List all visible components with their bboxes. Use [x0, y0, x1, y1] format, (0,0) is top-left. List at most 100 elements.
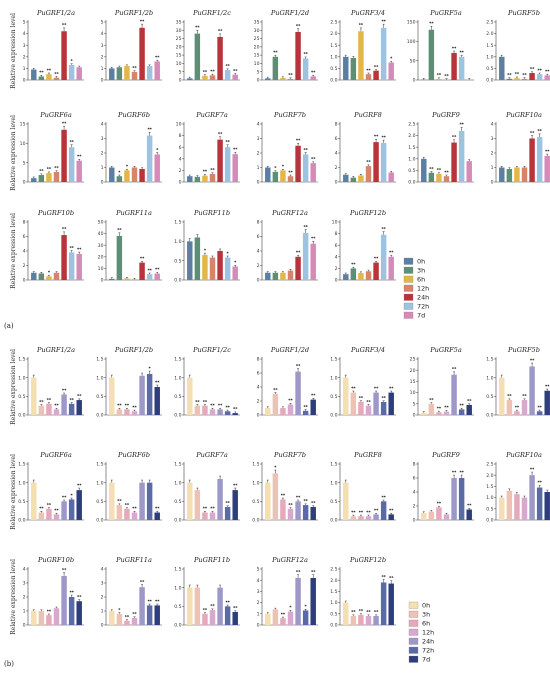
bar-3h — [194, 176, 201, 182]
bar-24h — [529, 475, 535, 520]
significance-mark: ** — [351, 262, 356, 267]
bar-24h — [139, 168, 145, 182]
bar-12h — [443, 514, 450, 520]
bar-24h — [295, 371, 301, 415]
y-tick-label: 1.0 — [18, 480, 25, 486]
y-tick-label: 4 — [257, 249, 260, 255]
y-tick-label: 20 — [254, 44, 260, 50]
bar-3h — [350, 57, 357, 80]
y-tick-label: 0 — [101, 78, 104, 84]
significance-mark: ** — [147, 268, 152, 273]
significance-mark: ** — [62, 121, 67, 126]
significance-mark: ** — [303, 499, 308, 504]
significance-mark: * — [274, 165, 277, 170]
y-tick-label: 30 — [98, 243, 104, 249]
significance-mark: ** — [132, 612, 137, 617]
significance-mark: ** — [444, 73, 449, 78]
legend-label-3h: 3h — [417, 267, 425, 275]
bar-12h — [521, 78, 528, 80]
bar-6h — [124, 170, 130, 182]
bar-24h — [139, 27, 145, 80]
bar-24h — [529, 73, 535, 80]
bar-7d — [388, 172, 394, 182]
bar-3h — [194, 237, 201, 280]
bar-6h — [514, 167, 520, 182]
bar-12h — [287, 270, 294, 280]
significance-mark: * — [390, 56, 393, 61]
y-tick-label: 2.5 — [486, 20, 493, 26]
chart-pugrf10a-p2: PuGRF10a 0.0 0.5 1.0 1.5 2.0 2.5 ** ** — [486, 451, 550, 524]
bar-7d — [232, 490, 238, 520]
bar-72h — [458, 409, 465, 415]
significance-mark: ** — [389, 508, 394, 513]
significance-mark: ** — [39, 506, 44, 511]
significance-mark: ** — [459, 470, 464, 475]
bar-6h — [280, 170, 286, 182]
significance-mark: ** — [225, 501, 230, 506]
legend-label-6h: 6h — [417, 276, 425, 284]
significance-mark: ** — [381, 135, 386, 140]
significance-mark: ** — [273, 50, 278, 55]
y-tick-label: 0.5 — [96, 394, 103, 400]
significance-mark: ** — [233, 68, 238, 73]
significance-mark: ** — [374, 256, 379, 261]
bar-72h — [380, 234, 387, 280]
y-tick-label: 1.0 — [408, 156, 415, 162]
y-tick-label: 1 — [101, 165, 104, 171]
significance-mark: ** — [54, 508, 59, 513]
y-tick-label: 0.5 — [18, 499, 25, 505]
chart-title: PuGRF10b — [37, 556, 74, 564]
significance-mark: ** — [39, 399, 44, 404]
y-tick-label: 1.5 — [174, 462, 181, 468]
significance-mark: ** — [507, 394, 512, 399]
significance-mark: * — [118, 170, 121, 175]
y-tick-label: 4 — [257, 122, 260, 128]
significance-mark: ** — [218, 29, 223, 34]
significance-mark: ** — [389, 250, 394, 255]
bar-72h — [536, 74, 543, 80]
significance-mark: ** — [452, 135, 457, 140]
significance-mark: ** — [233, 407, 238, 412]
bar-7d — [310, 506, 316, 520]
legend-swatch-0h — [408, 601, 419, 609]
bar-12h — [53, 272, 60, 280]
bar-12h — [365, 74, 372, 80]
bar-24h — [217, 36, 223, 80]
y-tick-label: 1.5 — [18, 357, 25, 363]
significance-mark: ** — [218, 403, 223, 408]
significance-mark: ** — [530, 358, 535, 363]
significance-mark: ** — [389, 575, 394, 580]
y-tick-label: 0.5 — [486, 66, 493, 72]
chart-title: PuGRF8 — [353, 111, 382, 119]
y-tick-label: 0 — [413, 413, 416, 419]
significance-mark: ** — [125, 502, 130, 507]
y-tick-label: 4 — [23, 249, 26, 255]
bar-0h — [187, 482, 193, 520]
bar-12h — [131, 411, 138, 415]
significance-mark: ** — [303, 224, 308, 229]
significance-mark: ** — [381, 495, 386, 500]
y-tick-label: 150 — [407, 20, 416, 26]
bar-12h — [287, 508, 294, 520]
significance-mark: ** — [140, 579, 145, 584]
y-tick-label: 1.5 — [96, 462, 103, 468]
bar-3h — [116, 235, 123, 280]
y-tick-label: 35 — [254, 20, 260, 26]
bar-24h — [217, 478, 223, 520]
y-tick-label: 0 — [413, 518, 416, 524]
bar-7d — [76, 490, 82, 520]
bar-0h — [187, 587, 193, 625]
significance-mark: ** — [125, 614, 130, 619]
y-tick-label: 15 — [410, 379, 416, 385]
significance-mark: ** — [311, 501, 316, 506]
significance-mark: ** — [467, 503, 472, 508]
legend-label-0h: 0h — [422, 602, 430, 610]
significance-mark: ** — [77, 394, 82, 399]
y-tick-label: 0.0 — [486, 518, 493, 524]
legend-label-6h: 6h — [422, 620, 430, 628]
